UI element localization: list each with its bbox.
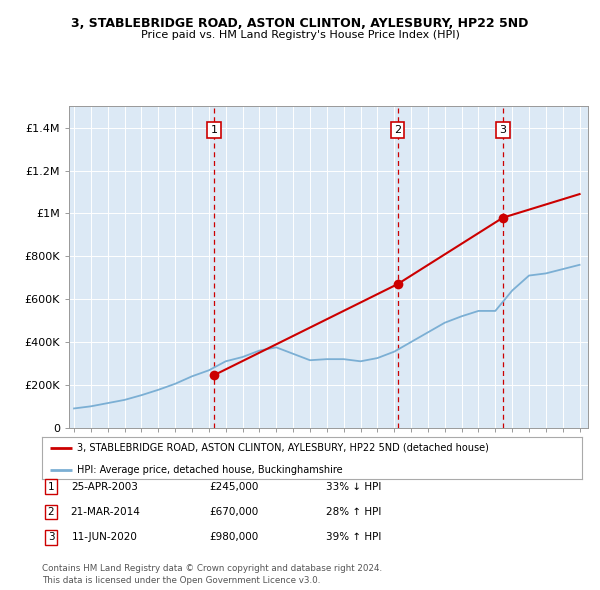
Text: 2: 2 (394, 124, 401, 135)
Text: Contains HM Land Registry data © Crown copyright and database right 2024.
This d: Contains HM Land Registry data © Crown c… (42, 565, 382, 585)
Text: 3: 3 (499, 124, 506, 135)
Text: £245,000: £245,000 (209, 482, 259, 491)
Text: 1: 1 (47, 482, 55, 491)
Text: 39% ↑ HPI: 39% ↑ HPI (326, 533, 382, 542)
Text: 3: 3 (47, 533, 55, 542)
Text: £670,000: £670,000 (209, 507, 259, 517)
Text: Price paid vs. HM Land Registry's House Price Index (HPI): Price paid vs. HM Land Registry's House … (140, 30, 460, 40)
Text: 3, STABLEBRIDGE ROAD, ASTON CLINTON, AYLESBURY, HP22 5ND: 3, STABLEBRIDGE ROAD, ASTON CLINTON, AYL… (71, 17, 529, 30)
Text: 1: 1 (211, 124, 217, 135)
Text: 33% ↓ HPI: 33% ↓ HPI (326, 482, 382, 491)
Text: 28% ↑ HPI: 28% ↑ HPI (326, 507, 382, 517)
Text: £980,000: £980,000 (209, 533, 259, 542)
Text: 25-APR-2003: 25-APR-2003 (71, 482, 139, 491)
Text: 2: 2 (47, 507, 55, 517)
Text: HPI: Average price, detached house, Buckinghamshire: HPI: Average price, detached house, Buck… (77, 465, 343, 475)
Text: 11-JUN-2020: 11-JUN-2020 (72, 533, 138, 542)
Text: 21-MAR-2014: 21-MAR-2014 (70, 507, 140, 517)
Text: 3, STABLEBRIDGE ROAD, ASTON CLINTON, AYLESBURY, HP22 5ND (detached house): 3, STABLEBRIDGE ROAD, ASTON CLINTON, AYL… (77, 442, 489, 453)
